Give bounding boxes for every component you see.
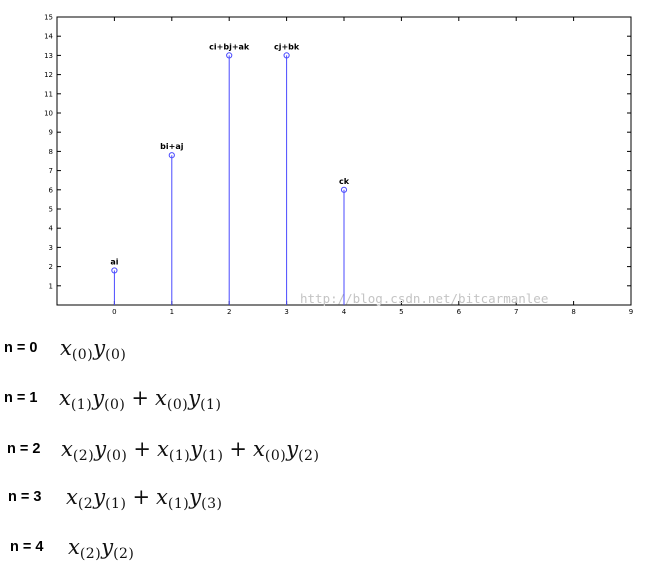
variable: y — [101, 535, 114, 559]
variable: y — [189, 485, 202, 509]
x-tick-label: 0 — [112, 308, 116, 316]
variable: x — [155, 386, 167, 410]
variable: x — [60, 336, 72, 360]
variable: y — [286, 437, 299, 461]
variable: x — [59, 386, 71, 410]
x-tick-label: 3 — [284, 308, 288, 316]
y-tick-label: 10 — [44, 110, 53, 118]
stem-label: ck — [339, 177, 350, 186]
variable: x — [68, 535, 80, 559]
variable: x — [156, 485, 168, 509]
n-label: n = 1 — [4, 390, 38, 406]
variable: x — [66, 485, 78, 509]
y-tick-label: 3 — [49, 244, 53, 252]
subscript: (0) — [264, 448, 287, 464]
subscript: (3) — [201, 496, 223, 512]
y-tick-label: 8 — [49, 148, 53, 156]
plus-sign: + — [133, 437, 152, 461]
x-tick-label: 7 — [514, 308, 518, 316]
x-tick-label: 1 — [170, 308, 174, 316]
stem-marker — [283, 52, 290, 59]
subscript: (2) — [79, 546, 102, 562]
x-tick-label: 8 — [571, 308, 575, 316]
stem-marker — [226, 52, 233, 59]
n-label: n = 4 — [10, 539, 44, 555]
variable: y — [93, 336, 106, 360]
subscript: (1) — [200, 397, 222, 413]
subscript: (1) — [70, 397, 93, 413]
y-tick-label: 1 — [49, 282, 53, 290]
subscript: (2) — [298, 448, 320, 464]
plus-sign: + — [229, 437, 248, 461]
subscript: (1) — [167, 496, 190, 512]
x-tick-label: 2 — [227, 308, 231, 316]
y-tick-label: 14 — [44, 33, 53, 41]
variable: y — [188, 386, 201, 410]
subscript: (0) — [166, 397, 189, 413]
y-tick-label: 6 — [49, 186, 54, 194]
x-tick-label: 4 — [342, 308, 347, 316]
variable: x — [61, 437, 73, 461]
formula-expression: x(2y(1) + x(1)y(3) — [66, 480, 222, 521]
subscript: (1) — [105, 496, 127, 512]
subscript: (1) — [202, 448, 224, 464]
stem-label: bi+aj — [160, 142, 184, 151]
stem-label: cj+bk — [274, 42, 300, 51]
subscript: (2) — [72, 448, 95, 464]
variable: x — [253, 437, 265, 461]
stem-marker — [111, 267, 118, 274]
y-tick-label: 5 — [49, 206, 53, 214]
n-label: n = 3 — [8, 489, 42, 505]
y-tick-label: 4 — [49, 225, 54, 233]
y-tick-label: 7 — [49, 167, 53, 175]
x-tick-label: 6 — [457, 308, 462, 316]
y-tick-label: 11 — [44, 90, 53, 98]
y-tick-label: 13 — [44, 52, 53, 60]
subscript: (0) — [71, 347, 94, 363]
n-label: n = 0 — [4, 340, 38, 356]
subscript: (1) — [168, 448, 191, 464]
variable: y — [92, 386, 105, 410]
stem-plot: 0 1 2 3 4 5 6 7 8 9123456789101112131415http://bl… — [44, 14, 633, 317]
plus-sign: + — [131, 386, 150, 410]
n-label: n = 2 — [7, 441, 41, 457]
watermark: http://blog.csdn.net/bitcarmanlee — [300, 291, 548, 306]
formula-expression: x(0)y(0) — [60, 331, 126, 372]
x-tick-label: 5 — [399, 308, 403, 316]
subscript: (0) — [106, 448, 128, 464]
variable: x — [157, 437, 169, 461]
subscript: (2 — [77, 496, 94, 512]
y-tick-label: 12 — [44, 71, 53, 79]
variable: y — [93, 485, 106, 509]
formula-expression: x(2)y(0) + x(1)y(1) + x(0)y(2) — [61, 432, 319, 473]
stem-marker — [340, 186, 348, 193]
variable: y — [190, 437, 203, 461]
subscript: (2) — [113, 546, 135, 562]
formula-expression: x(2)y(2) — [68, 530, 134, 571]
stem-label: ai — [110, 257, 118, 266]
y-tick-label: 9 — [49, 129, 53, 137]
y-tick-label: 2 — [49, 263, 53, 271]
formula-expression: x(1)y(0) + x(0)y(1) — [59, 381, 221, 422]
stem-label: ci+bj+ak — [209, 42, 250, 51]
subscript: (0) — [104, 397, 126, 413]
plus-sign: + — [132, 485, 151, 509]
subscript: (0) — [105, 347, 127, 363]
y-tick-label: 15 — [44, 14, 53, 22]
stem-marker — [168, 152, 175, 159]
variable: y — [94, 437, 107, 461]
x-tick-label: 9 — [629, 308, 633, 316]
